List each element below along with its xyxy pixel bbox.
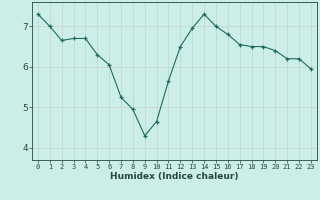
X-axis label: Humidex (Indice chaleur): Humidex (Indice chaleur): [110, 172, 239, 181]
